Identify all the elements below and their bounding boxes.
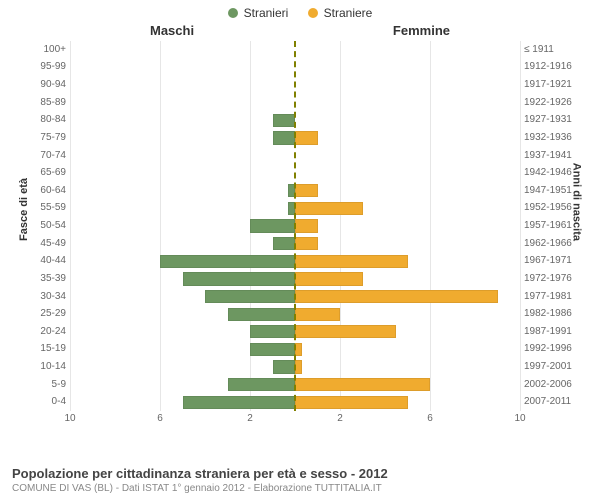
bar-male xyxy=(183,396,296,409)
bar-female xyxy=(295,343,302,356)
bar-male xyxy=(205,290,295,303)
bar-male xyxy=(160,255,295,268)
birth-label: 1987-1991 xyxy=(524,327,580,337)
bar-female xyxy=(295,184,318,197)
age-label: 60-64 xyxy=(20,186,66,196)
age-label: 100+ xyxy=(20,45,66,55)
age-label: 50-54 xyxy=(20,221,66,231)
birth-label: 1937-1941 xyxy=(524,151,580,161)
chart-footer: Popolazione per cittadinanza straniera p… xyxy=(12,466,588,494)
x-tick: 6 xyxy=(157,413,163,424)
birth-label: 2002-2006 xyxy=(524,380,580,390)
birth-label: 1977-1981 xyxy=(524,292,580,302)
bar-female xyxy=(295,325,396,338)
chart-container: Stranieri Straniere Maschi Femmine Fasce… xyxy=(0,0,600,500)
chart-title: Popolazione per cittadinanza straniera p… xyxy=(12,466,588,481)
bar-male xyxy=(250,325,295,338)
age-label: 85-89 xyxy=(20,98,66,108)
age-label: 20-24 xyxy=(20,327,66,337)
bar-female xyxy=(295,255,408,268)
legend-female: Straniere xyxy=(308,6,373,20)
legend: Stranieri Straniere xyxy=(0,0,600,23)
age-label: 25-29 xyxy=(20,309,66,319)
birth-label: 1947-1951 xyxy=(524,186,580,196)
age-label: 45-49 xyxy=(20,239,66,249)
bar-female xyxy=(295,219,318,232)
bar-male xyxy=(273,114,296,127)
bar-male xyxy=(183,272,296,285)
age-label: 90-94 xyxy=(20,80,66,90)
x-tick: 2 xyxy=(247,413,253,424)
birth-label: 1942-1946 xyxy=(524,168,580,178)
bar-female xyxy=(295,308,340,321)
age-label: 95-99 xyxy=(20,62,66,72)
legend-male: Stranieri xyxy=(228,6,289,20)
bar-female xyxy=(295,290,498,303)
plot-area: 100+≤ 191195-991912-191690-941917-192185… xyxy=(70,41,520,411)
birth-label: 1927-1931 xyxy=(524,115,580,125)
age-label: 80-84 xyxy=(20,115,66,125)
birth-label: ≤ 1911 xyxy=(524,45,580,55)
birth-label: 1967-1971 xyxy=(524,256,580,266)
bar-female xyxy=(295,272,363,285)
bar-female xyxy=(295,131,318,144)
age-label: 70-74 xyxy=(20,151,66,161)
bar-male xyxy=(228,308,296,321)
birth-label: 1992-1996 xyxy=(524,344,580,354)
birth-label: 1917-1921 xyxy=(524,80,580,90)
x-tick: 10 xyxy=(514,413,525,424)
birth-label: 1952-1956 xyxy=(524,203,580,213)
age-label: 0-4 xyxy=(20,397,66,407)
age-label: 30-34 xyxy=(20,292,66,302)
gridline xyxy=(520,41,521,411)
birth-label: 1982-1986 xyxy=(524,309,580,319)
bar-male xyxy=(250,343,295,356)
birth-label: 1957-1961 xyxy=(524,221,580,231)
swatch-female xyxy=(308,8,318,18)
column-headers: Maschi Femmine xyxy=(0,23,600,41)
age-label: 55-59 xyxy=(20,203,66,213)
column-header-male: Maschi xyxy=(150,23,194,38)
birth-label: 1912-1916 xyxy=(524,62,580,72)
chart-area: Fasce di età Anni di nascita 100+≤ 19119… xyxy=(20,41,580,441)
birth-label: 1962-1966 xyxy=(524,239,580,249)
age-label: 35-39 xyxy=(20,274,66,284)
bar-male xyxy=(228,378,296,391)
birth-label: 1922-1926 xyxy=(524,98,580,108)
bar-female xyxy=(295,396,408,409)
legend-male-label: Stranieri xyxy=(244,6,289,20)
bar-female xyxy=(295,237,318,250)
x-tick: 2 xyxy=(337,413,343,424)
legend-female-label: Straniere xyxy=(324,6,373,20)
center-line xyxy=(294,41,296,411)
birth-label: 1932-1936 xyxy=(524,133,580,143)
column-header-female: Femmine xyxy=(393,23,450,38)
birth-label: 1997-2001 xyxy=(524,362,580,372)
age-label: 15-19 xyxy=(20,344,66,354)
bar-male xyxy=(273,360,296,373)
bar-male xyxy=(273,237,296,250)
x-tick: 10 xyxy=(64,413,75,424)
swatch-male xyxy=(228,8,238,18)
bar-female xyxy=(295,360,302,373)
bar-male xyxy=(273,131,296,144)
age-label: 10-14 xyxy=(20,362,66,372)
x-axis: 10622610 xyxy=(70,413,520,427)
age-label: 65-69 xyxy=(20,168,66,178)
bar-female xyxy=(295,378,430,391)
age-label: 5-9 xyxy=(20,380,66,390)
bar-female xyxy=(295,202,363,215)
chart-subtitle: COMUNE DI VAS (BL) - Dati ISTAT 1° genna… xyxy=(12,483,588,494)
age-label: 75-79 xyxy=(20,133,66,143)
birth-label: 2007-2011 xyxy=(524,397,580,407)
bar-male xyxy=(250,219,295,232)
birth-label: 1972-1976 xyxy=(524,274,580,284)
x-tick: 6 xyxy=(427,413,433,424)
age-label: 40-44 xyxy=(20,256,66,266)
